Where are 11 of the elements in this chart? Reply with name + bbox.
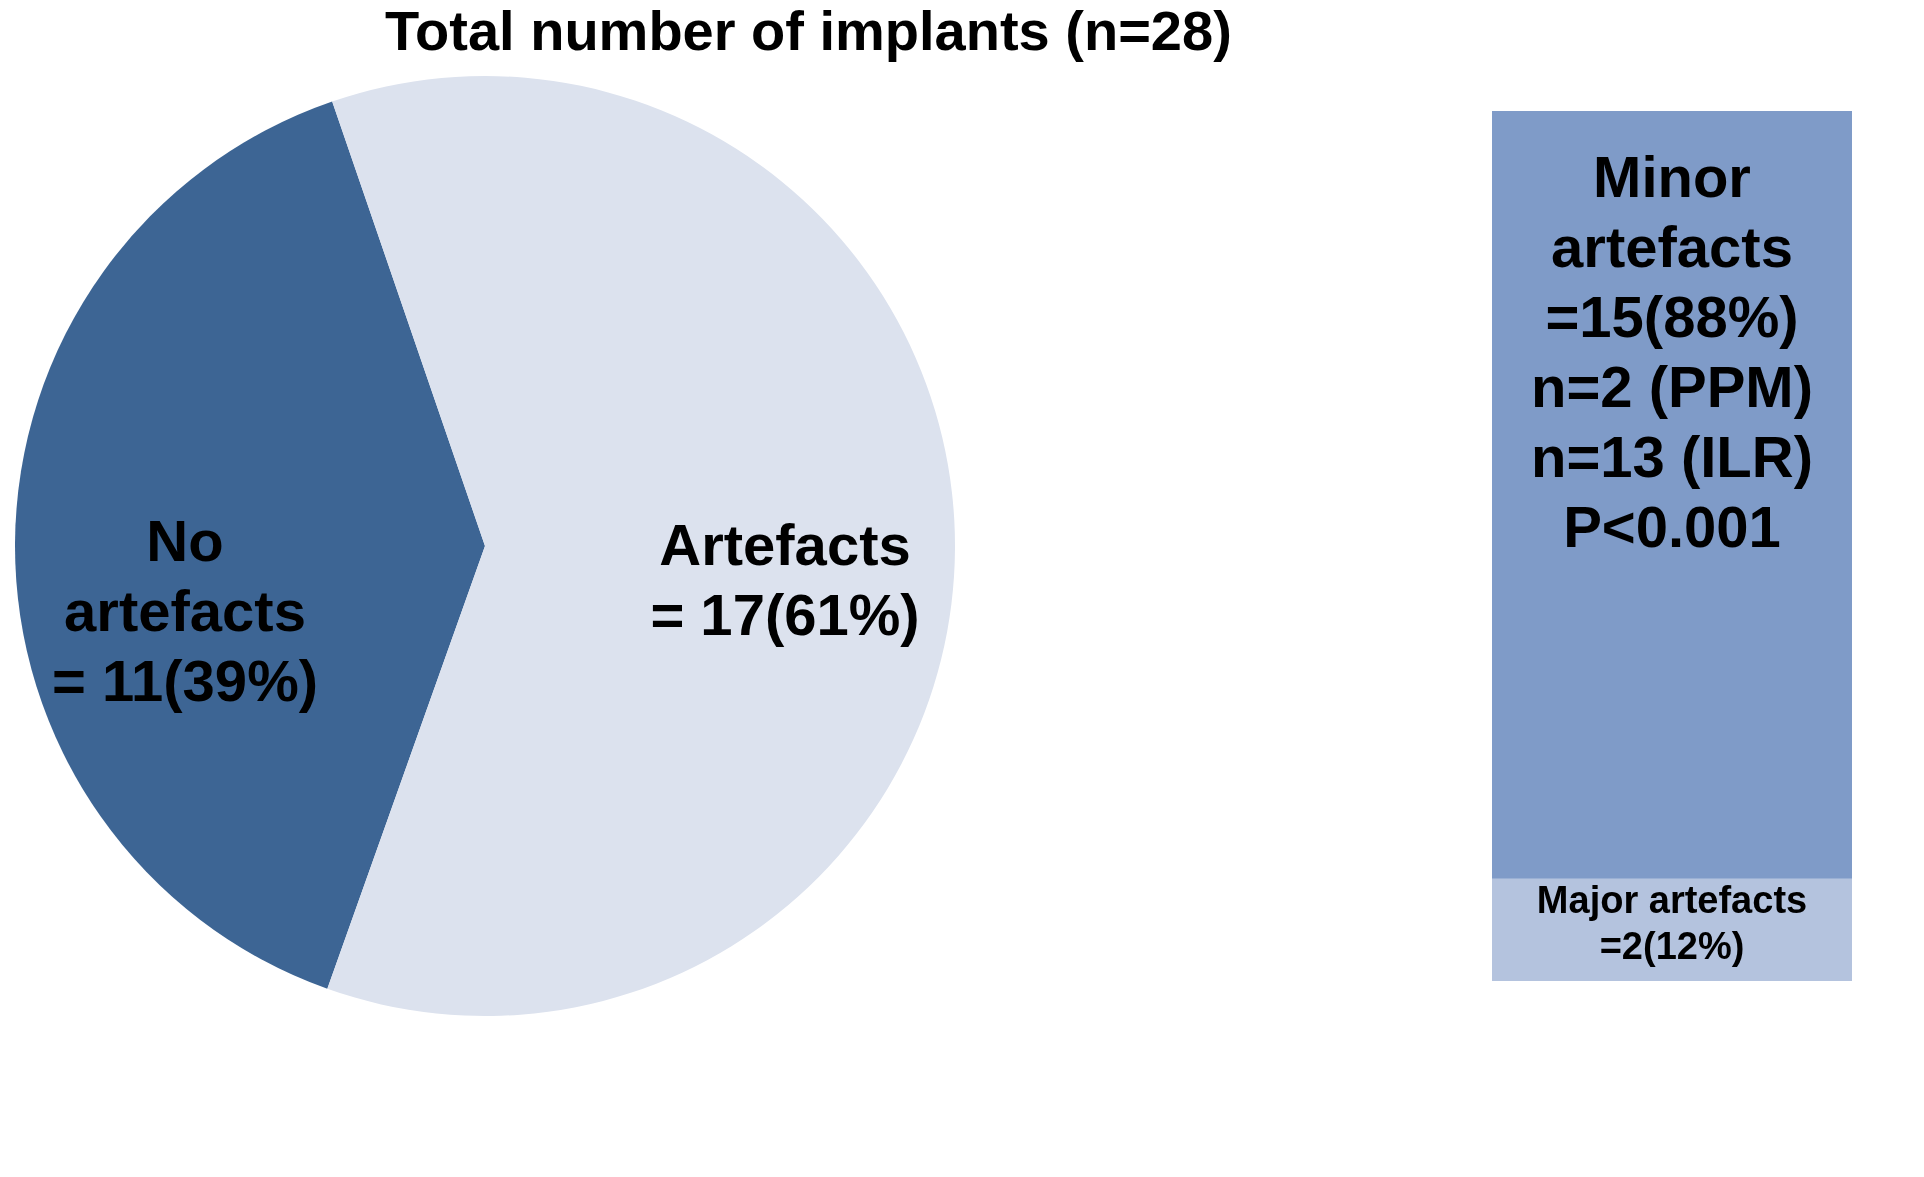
chart-title: Total number of implants (n=28): [385, 0, 1232, 62]
pie-slice: [15, 101, 485, 989]
data-label: =15(88%) n=2 (PPM) n=13 (ILR) P<0.001: [1531, 284, 1813, 559]
slice-label: Artefacts: [659, 511, 911, 577]
data-label: = 11(39%): [52, 648, 319, 714]
data-label: = 17(61%): [650, 581, 920, 647]
pie-slice: [327, 76, 955, 1016]
series-label: Minor artefacts: [1551, 144, 1793, 279]
series-label: Major artefacts: [1536, 878, 1808, 921]
data-label: =2(12%): [1599, 924, 1745, 967]
slice-label: No artefacts: [64, 508, 306, 644]
